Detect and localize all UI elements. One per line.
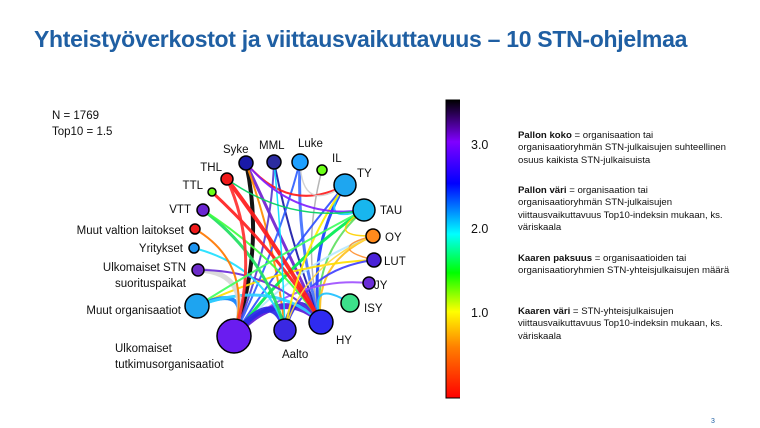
sample-size: N = 1769 <box>52 110 99 122</box>
colorbar-tick-2: 2.0 <box>471 222 489 236</box>
node-label-aalto: Aalto <box>282 349 308 361</box>
node-label-yritykset: Yritykset <box>139 243 184 255</box>
edge-thl-tau <box>226 178 365 215</box>
node-label-ty: TY <box>357 168 372 180</box>
colorbar-tick-1: 1.0 <box>471 306 489 320</box>
collaboration-network: Syke MML Luke IL TY TAU OY LUT JY ISY HY Aalto Ulkom… <box>77 99 460 399</box>
node-oy <box>365 228 381 244</box>
colorbar-tick-3: 3.0 <box>471 138 489 152</box>
page-number: 3 <box>711 418 715 425</box>
node-label-ulk_tutk: Ulkomaiset tutkimusorganisaatiot <box>115 343 224 371</box>
node-ttl <box>207 187 217 197</box>
node-ulk_tutk <box>216 318 252 354</box>
colorbar <box>445 99 460 399</box>
node-tau <box>352 198 376 222</box>
legend-text: = organisaatioiden tai organisaatioryhmi… <box>518 253 730 277</box>
edge-muut_org-hy <box>195 293 323 324</box>
node-isy <box>340 293 360 313</box>
legend-edge-color: Kaaren väri = STN-yhteisjulkaisujen viit… <box>518 306 733 343</box>
legend-edge-width: Kaaren paksuus = organisaatioiden tai or… <box>518 253 733 278</box>
node-label-jy: JY <box>374 280 388 292</box>
label-layer: Syke MML Luke IL TY TAU OY LUT JY ISY HY Aalto Ulkom… <box>77 138 406 371</box>
node-ty <box>333 173 357 197</box>
sample-stats: N = 1769 Top10 = 1.5 <box>52 108 112 140</box>
node-layer <box>184 153 382 354</box>
legend-text: = organisaation tai organisaatioryhmän S… <box>518 130 726 166</box>
edge-oy-aalto <box>284 235 374 331</box>
edge-thl-ulk_tutk <box>225 177 248 338</box>
node-hy <box>308 309 334 335</box>
top10-index: Top10 = 1.5 <box>52 126 113 138</box>
legend-term: Pallon koko <box>518 130 572 141</box>
node-label-ttl: TTL <box>183 180 204 192</box>
node-label-muut_valtion: Muut valtion laitokset <box>77 225 185 237</box>
page-title: Yhteistyöverkostot ja viittausvaikuttavu… <box>34 26 688 52</box>
node-muut_valtion <box>189 223 201 235</box>
node-label-isy: ISY <box>364 303 383 315</box>
node-label-muut_org: Muut organisaatiot <box>86 305 181 317</box>
node-ulk_stn <box>191 263 205 277</box>
legend-node-size: Pallon koko = organisaation tai organisa… <box>518 130 733 167</box>
edge-ty-ulk_tutk <box>233 184 346 337</box>
edge-thl-hy <box>225 177 323 324</box>
node-muut_org <box>184 293 210 319</box>
node-yritykset <box>188 242 200 254</box>
node-label-il: IL <box>332 153 342 165</box>
node-label-oy: OY <box>385 232 402 244</box>
node-label-tau: TAU <box>380 205 402 217</box>
node-jy <box>362 276 376 290</box>
edge-syke-aalto <box>245 162 286 331</box>
edge-vtt-aalto <box>201 208 287 332</box>
node-label-syke: Syke <box>223 144 249 156</box>
node-aalto <box>273 318 297 342</box>
node-label-luke: Luke <box>298 138 323 150</box>
edge-syke-tau <box>245 162 365 213</box>
node-label-mml: MML <box>259 140 285 152</box>
edge-mml-aalto <box>273 161 286 331</box>
node-mml <box>266 154 282 170</box>
node-vtt <box>196 203 210 217</box>
node-label-vtt: VTT <box>169 204 191 216</box>
legend-term: Pallon väri <box>518 185 567 196</box>
node-label-hy: HY <box>336 335 352 347</box>
legend-term: Kaaren väri <box>518 306 571 317</box>
edge-mml-ulk_tutk <box>233 161 275 337</box>
edge-ty-aalto <box>284 184 346 331</box>
node-luke <box>291 153 309 171</box>
legend-node-color: Pallon väri = organisaation tai organisa… <box>518 185 733 235</box>
node-label-lut: LUT <box>384 256 406 268</box>
legend-term: Kaaren paksuus <box>518 253 593 264</box>
node-thl <box>220 172 234 186</box>
edge-luke-ulk_tutk <box>233 161 301 337</box>
legend-text: = organisaation tai organisaatioryhmän S… <box>518 185 723 234</box>
node-lut <box>366 252 382 268</box>
legend-text: = STN-yhteisjulkaisujen viittausvaikutta… <box>518 306 723 342</box>
node-syke <box>238 155 254 171</box>
node-label-thl: THL <box>200 162 222 174</box>
node-label-ulk_stn: Ulkomaiset STN suorituspaikat <box>103 262 187 290</box>
node-il <box>316 164 328 176</box>
